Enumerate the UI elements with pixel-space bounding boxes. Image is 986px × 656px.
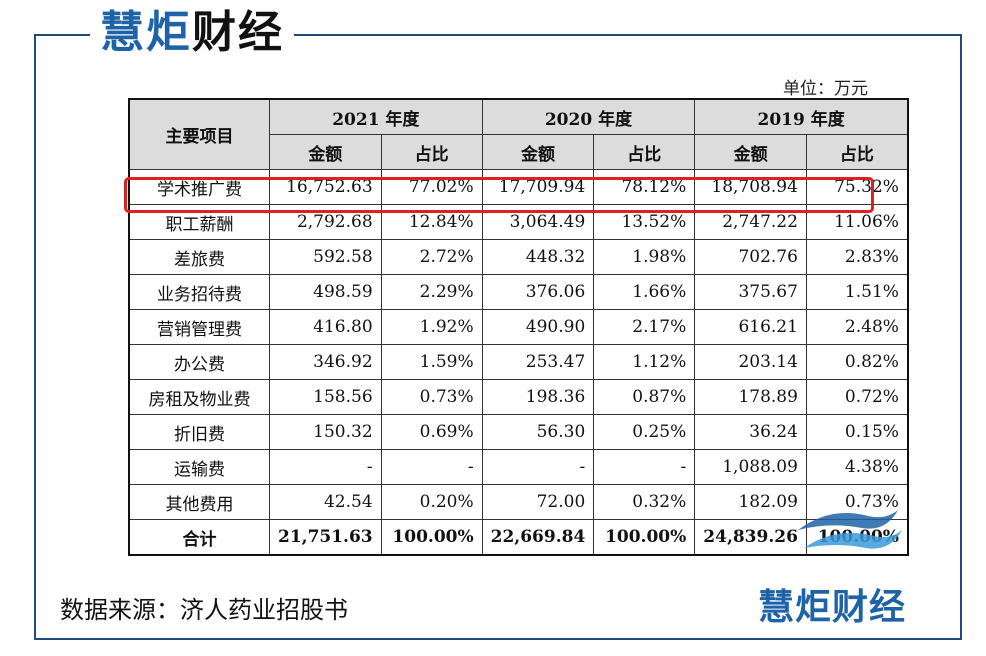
total-row: 合计 21,751.63 100.00% 22,669.84 100.00% 2…	[128, 519, 909, 556]
amount-cell: 16,752.63	[269, 169, 382, 205]
amount-cell: 72.00	[481, 484, 595, 520]
amount-cell: 490.90	[481, 309, 595, 345]
header-amount: 金额	[269, 134, 382, 170]
amount-cell: 616.21	[694, 309, 807, 345]
ratio-cell: 77.02%	[380, 169, 483, 205]
amount-cell: 416.80	[269, 309, 382, 345]
amount-cell: 702.76	[694, 239, 807, 275]
amount-cell: -	[481, 449, 595, 485]
row-label: 营销管理费	[128, 309, 270, 345]
ratio-cell: 2.29%	[380, 274, 483, 310]
ratio-cell: 75.32%	[805, 169, 909, 205]
total-cell: 100.00%	[380, 519, 483, 556]
amount-cell: 1,088.09	[694, 449, 807, 485]
table-row: 其他费用 42.54 0.20% 72.00 0.32% 182.09 0.73%	[128, 484, 909, 520]
ratio-cell: 0.25%	[593, 414, 696, 450]
ratio-cell: 2.48%	[805, 309, 909, 345]
header-item: 主要项目	[128, 98, 270, 170]
ratio-cell: 0.69%	[380, 414, 483, 450]
header-year-2020: 2020 年度	[481, 98, 696, 135]
row-label: 办公费	[128, 344, 270, 380]
table-row: 营销管理费 416.80 1.92% 490.90 2.17% 616.21 2.48%	[128, 309, 909, 345]
source-note: 数据来源：济人药业招股书	[60, 596, 348, 624]
ratio-cell: -	[593, 449, 696, 485]
amount-cell: 592.58	[269, 239, 382, 275]
amount-cell: 198.36	[481, 379, 595, 415]
ratio-cell: 0.15%	[805, 414, 909, 450]
amount-cell: 448.32	[481, 239, 595, 275]
row-label: 运输费	[128, 449, 270, 485]
amount-cell: 346.92	[269, 344, 382, 380]
row-label: 折旧费	[128, 414, 270, 450]
header-ratio: 占比	[805, 134, 909, 170]
row-label: 其他费用	[128, 484, 270, 520]
amount-cell: 498.59	[269, 274, 382, 310]
total-cell: 22,669.84	[481, 519, 595, 556]
unit-label: 单位：万元	[783, 79, 868, 99]
table-row: 办公费 346.92 1.59% 253.47 1.12% 203.14 0.82%	[128, 344, 909, 380]
content-frame	[34, 34, 962, 640]
ratio-cell: 0.72%	[805, 379, 909, 415]
header-ratio: 占比	[380, 134, 483, 170]
total-cell: 100.00%	[593, 519, 696, 556]
amount-cell: 56.30	[481, 414, 595, 450]
ratio-cell: 0.73%	[805, 484, 909, 520]
table-row: 学术推广费 16,752.63 77.02% 17,709.94 78.12% 18,70…	[128, 169, 909, 205]
ratio-cell: 1.98%	[593, 239, 696, 275]
ratio-cell: 1.12%	[593, 344, 696, 380]
table-row: 折旧费 150.32 0.69% 56.30 0.25% 36.24 0.15%	[128, 414, 909, 450]
amount-cell: 150.32	[269, 414, 382, 450]
header-ratio: 占比	[593, 134, 696, 170]
amount-cell: 375.67	[694, 274, 807, 310]
ratio-cell: 0.32%	[593, 484, 696, 520]
amount-cell: 178.89	[694, 379, 807, 415]
table-row: 业务招待费 498.59 2.29% 376.06 1.66% 375.67 1.51%	[128, 274, 909, 310]
table-row: 运输费 - - - -1,088.09 4.38%	[128, 449, 909, 485]
amount-cell: 42.54	[269, 484, 382, 520]
amount-cell: -	[269, 449, 382, 485]
table-row: 差旅费 592.58 2.72% 448.32 1.98% 702.76 2.83%	[128, 239, 909, 275]
ratio-cell: 0.73%	[380, 379, 483, 415]
amount-cell: 182.09	[694, 484, 807, 520]
total-cell: 24,839.26	[694, 519, 807, 556]
ratio-cell: 0.20%	[380, 484, 483, 520]
amount-cell: 253.47	[481, 344, 595, 380]
ratio-cell: 2.83%	[805, 239, 909, 275]
ratio-cell: 2.17%	[593, 309, 696, 345]
ratio-cell: 0.87%	[593, 379, 696, 415]
ratio-cell: 4.38%	[805, 449, 909, 485]
ratio-cell: 1.92%	[380, 309, 483, 345]
brand-logo-bottom: 慧炬财经	[758, 587, 907, 628]
ratio-cell: 1.59%	[380, 344, 483, 380]
brand-wave-icon	[798, 510, 902, 549]
ratio-cell: 1.51%	[805, 274, 909, 310]
amount-cell: 36.24	[694, 414, 807, 450]
highlight-box	[124, 177, 874, 213]
row-label: 业务招待费	[128, 274, 270, 310]
header-year-2021: 2021 年度	[269, 98, 483, 135]
expense-table: 主要项目 2021 年度 2020 年度 2019 年度 金额 占比 金额 占比…	[128, 98, 909, 556]
row-label: 差旅费	[128, 239, 270, 275]
row-label: 房租及物业费	[128, 379, 270, 415]
amount-cell: 18,708.94	[694, 169, 807, 205]
ratio-cell: 2.72%	[380, 239, 483, 275]
total-label: 合计	[128, 519, 270, 556]
header-amount: 金额	[694, 134, 807, 170]
brand-logo-top: 慧炬财经	[90, 2, 294, 64]
amount-cell: 17,709.94	[481, 169, 595, 205]
ratio-cell: 1.66%	[593, 274, 696, 310]
header-year-2019: 2019 年度	[694, 98, 909, 135]
ratio-cell: 0.82%	[805, 344, 909, 380]
amount-cell: 203.14	[694, 344, 807, 380]
total-cell: 21,751.63	[269, 519, 382, 556]
table-row: 房租及物业费 158.56 0.73% 198.36 0.87% 178.89 0.72%	[128, 379, 909, 415]
ratio-cell: -	[380, 449, 483, 485]
header-amount: 金额	[481, 134, 595, 170]
amount-cell: 376.06	[481, 274, 595, 310]
amount-cell: 158.56	[269, 379, 382, 415]
